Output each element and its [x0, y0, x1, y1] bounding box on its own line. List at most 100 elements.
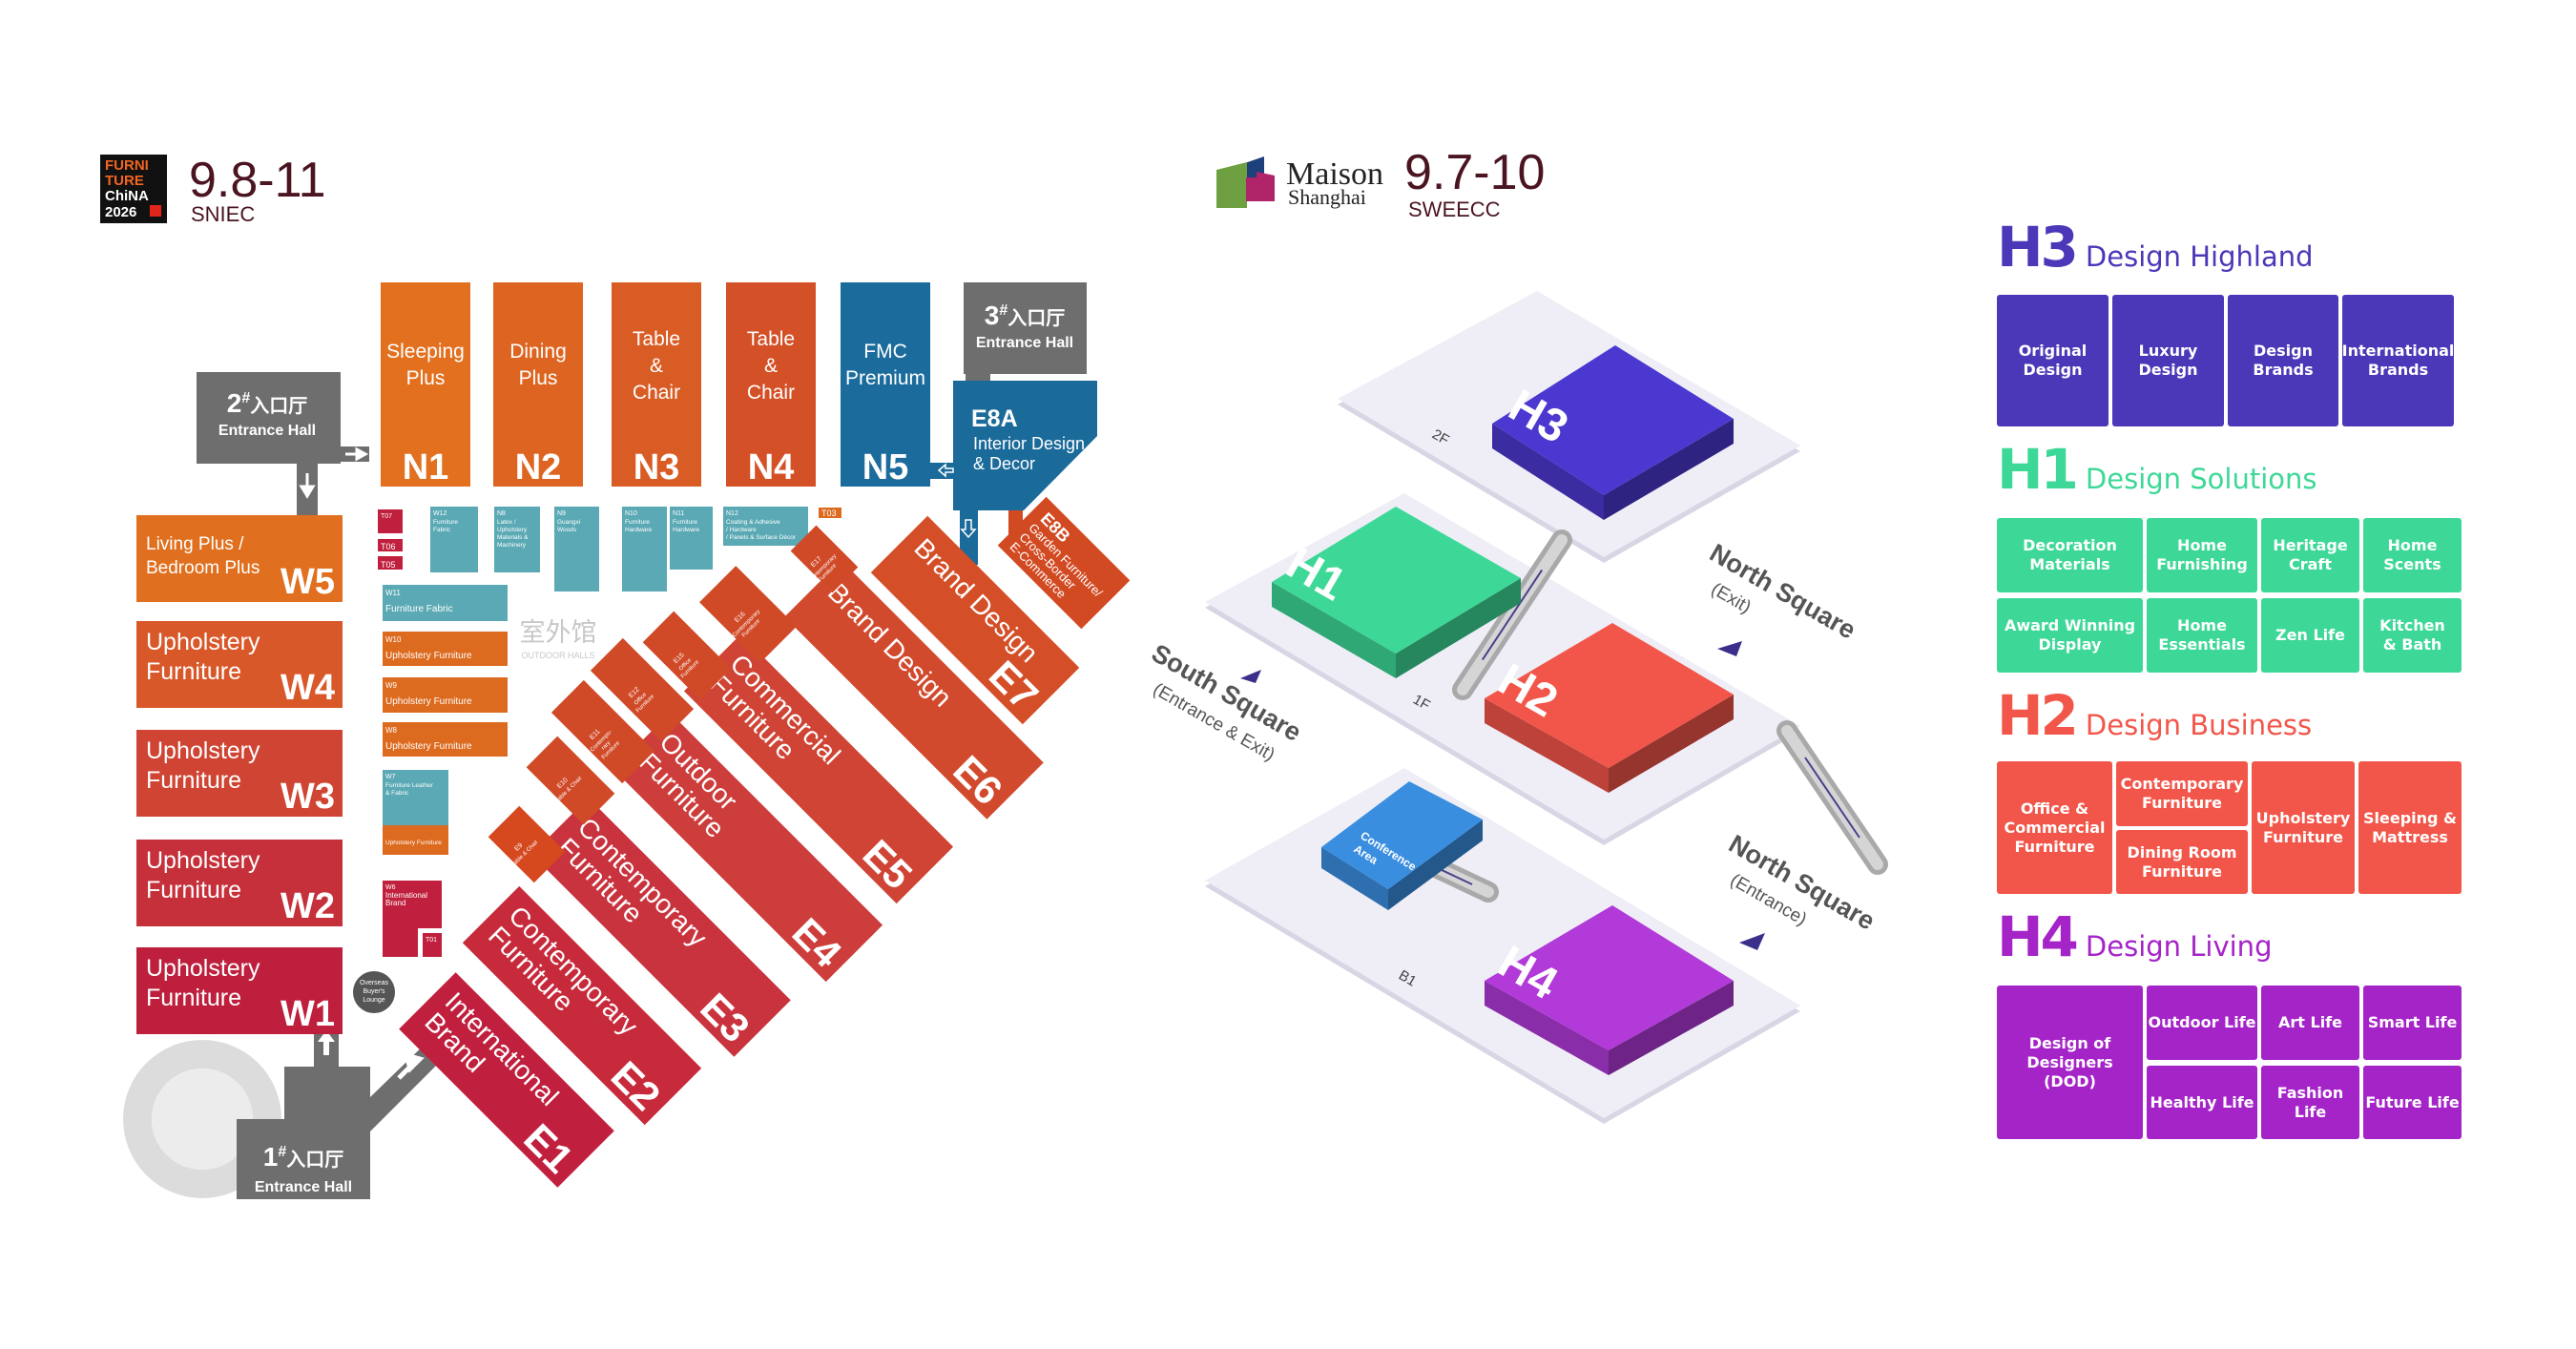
zone-category[interactable]: Art Life	[2261, 986, 2359, 1060]
hall-w10[interactable]: W10 Upholstery Furniture	[383, 632, 508, 666]
hall-label: Furniture	[146, 877, 241, 903]
entrance-hall-label: Entrance Hall	[976, 335, 1073, 351]
hall-label: / Hardware	[726, 527, 757, 533]
zone-code: H1	[1997, 437, 2079, 502]
zone-title-h2: H2 Design Business	[1997, 683, 2312, 748]
hall-label: Furniture	[625, 519, 650, 526]
zone-category[interactable]: Outdoor Life	[2147, 986, 2257, 1060]
entrance-hall-label: Entrance Hall	[255, 1179, 352, 1195]
escalator-2f-1f	[1452, 529, 1572, 700]
hall-w11[interactable]: W11 Furniture Fabric	[383, 585, 508, 621]
hall-n4[interactable]: Table & Chair N4	[726, 282, 816, 488]
hall-w7-upholstery[interactable]: Upholstery Furniture	[383, 825, 448, 855]
hall-e8a[interactable]: E8A Interior Design& Decor	[930, 381, 1097, 565]
furniture-china-logo: FURNI TURE ChiNA 2026	[100, 155, 167, 223]
zone-category[interactable]: Office & Commercial Furniture	[1997, 761, 2112, 894]
zone-category[interactable]: Design of Designers (DOD)	[1997, 986, 2143, 1139]
hall-w3[interactable]: Upholstery Furniture W3	[136, 730, 343, 817]
hall-label: Sleeping	[386, 341, 465, 363]
zone-category[interactable]: Contemporary Furniture	[2116, 761, 2248, 826]
zone-category[interactable]: Upholstery Furniture	[2252, 761, 2355, 894]
hall-t05[interactable]: T05	[378, 556, 403, 570]
entrance-hall-3[interactable]: 3#入口厅 Entrance Hall	[964, 282, 1087, 384]
hall-code: N1	[403, 447, 449, 488]
hall-h3[interactable]: H3	[1492, 345, 1734, 520]
hall-n3[interactable]: Table & Chair N3	[612, 282, 701, 488]
hall-label: FMC	[863, 341, 907, 363]
hall-code: T07	[381, 513, 392, 520]
zone-name: Design Living	[2085, 930, 2273, 963]
hall-label: Upholstery Furniture	[385, 840, 442, 846]
hall-label: Table	[747, 328, 795, 350]
hall-h2[interactable]: H2	[1485, 623, 1734, 793]
overseas-buyers-lounge[interactable]: Overseas Buyer's Lounge	[353, 971, 395, 1013]
entrance-hall-2[interactable]: 2#入口厅 Entrance Hall	[197, 372, 369, 515]
zone-category[interactable]: Heritage Craft	[2261, 518, 2359, 592]
hall-w1[interactable]: Upholstery Furniture W1	[136, 947, 343, 1034]
hall-code: T05	[381, 560, 396, 570]
zone-category[interactable]: Dining Room Furniture	[2116, 830, 2248, 894]
entrance-hall-1[interactable]: 1#入口厅 Entrance Hall	[237, 1023, 450, 1199]
hall-w2[interactable]: Upholstery Furniture W2	[136, 840, 343, 926]
zone-title-h1: H1 Design Solutions	[1997, 437, 2317, 502]
hall-w4[interactable]: Upholstery Furniture W4	[136, 621, 343, 708]
zone-category[interactable]: Design Brands	[2228, 295, 2338, 426]
zone-category[interactable]: Fashion Life	[2261, 1066, 2359, 1139]
zone-category[interactable]: Healthy Life	[2147, 1066, 2257, 1139]
hall-label: Furniture	[673, 519, 697, 526]
hall-n12[interactable]: N12 Coating & Adhesive/ Hardware/ Panels …	[723, 507, 808, 546]
zone-category[interactable]: Decoration Materials	[1997, 518, 2143, 592]
zone-category[interactable]: International Brands	[2342, 295, 2454, 426]
zone-code: H4	[1997, 904, 2079, 969]
hall-w7[interactable]: W7 Furniture Leather& Fabric	[383, 770, 448, 825]
hall-label: Upholstery	[146, 629, 260, 655]
zone-category[interactable]: Home Scents	[2363, 518, 2462, 592]
hall-h4[interactable]: H4	[1485, 905, 1734, 1075]
hall-code: W12	[433, 510, 447, 517]
zone-category[interactable]: Future Life	[2363, 1066, 2462, 1139]
hall-t07[interactable]: T07	[378, 509, 403, 533]
floor-1f	[1205, 493, 1800, 845]
zone-category[interactable]: Home Furnishing	[2147, 518, 2257, 592]
zone-category[interactable]: Smart Life	[2363, 986, 2462, 1060]
hall-t03[interactable]: T03	[819, 508, 841, 518]
hall-label: Latex /	[497, 519, 516, 526]
hall-label: & Fabric	[385, 790, 409, 797]
zone-category[interactable]: Original Design	[1997, 295, 2109, 426]
hall-code: W11	[385, 589, 401, 597]
hall-n2[interactable]: Dining Plus N2	[493, 282, 583, 488]
hall-w9[interactable]: W9 Upholstery Furniture	[383, 677, 508, 713]
hall-label: Furniture	[146, 658, 241, 685]
zone-category[interactable]: Kitchen & Bath	[2363, 598, 2462, 673]
zone-category[interactable]: Home Essentials	[2147, 598, 2257, 673]
maison-shanghai-logo: Maison Shanghai	[1216, 156, 1383, 209]
zone-category[interactable]: Zen Life	[2261, 598, 2359, 673]
zone-category[interactable]: Luxury Design	[2112, 295, 2224, 426]
hall-t01[interactable]: T01	[423, 933, 442, 957]
arrow-left-icon	[937, 463, 954, 478]
hall-code: W3	[280, 777, 335, 817]
hall-w8[interactable]: W8 Upholstery Furniture	[383, 722, 508, 757]
zone-category[interactable]: Award Winning Display	[1997, 598, 2143, 673]
hall-n1[interactable]: Sleeping Plus N1	[381, 282, 470, 488]
hall-w5[interactable]: Living Plus / Bedroom Plus W5	[136, 515, 343, 602]
zone-category[interactable]: Sleeping & Mattress	[2358, 761, 2462, 894]
hall-n5[interactable]: FMC Premium N5	[841, 282, 930, 488]
hall-t06[interactable]: T06	[378, 539, 403, 551]
